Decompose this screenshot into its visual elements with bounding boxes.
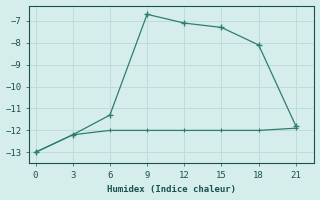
X-axis label: Humidex (Indice chaleur): Humidex (Indice chaleur) (108, 185, 236, 194)
